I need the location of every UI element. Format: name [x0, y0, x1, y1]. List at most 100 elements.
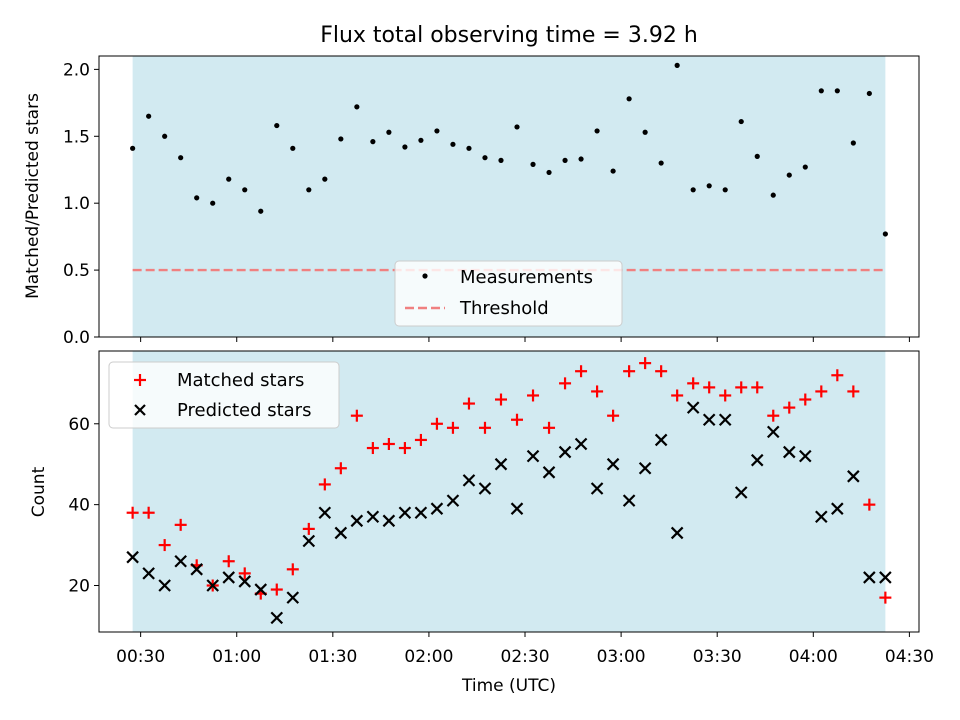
matched-star-point	[815, 385, 828, 398]
matched-star-point	[446, 421, 459, 434]
predicted-star-point	[526, 449, 540, 463]
matched-star-point	[270, 583, 283, 596]
matched-star-point	[639, 357, 652, 370]
predicted-star-point	[398, 506, 412, 520]
matched-star-point	[350, 409, 363, 422]
predicted-star-point	[478, 482, 492, 495]
measurement-point	[754, 153, 760, 159]
measurement-point	[642, 129, 648, 135]
predicted-star-point	[782, 445, 796, 459]
measurement-point	[434, 128, 440, 134]
measurement-point	[130, 145, 136, 151]
matched-star-point	[671, 389, 684, 402]
matched-star-point	[799, 393, 812, 406]
count-y-axis: 20 40 60	[68, 415, 99, 597]
legend-measurements-marker	[422, 273, 428, 279]
measurement-point	[402, 144, 408, 150]
count-panel: 20 40 60 00:30 01:00 01:30 02:00 02:30 03:00 03:…	[29, 350, 934, 696]
matched-star-point	[366, 442, 379, 455]
matched-star-point	[847, 385, 860, 398]
count-legend: Matched stars Predicted stars	[108, 361, 340, 429]
predicted-star-point	[750, 453, 764, 467]
measurement-point	[530, 161, 536, 167]
count-y-tick-label: 40	[68, 496, 90, 516]
predicted-star-point	[831, 502, 844, 515]
measurement-point	[338, 136, 344, 142]
matched-star-point	[430, 417, 443, 430]
legend-predicted-label: Predicted stars	[177, 400, 311, 421]
measurement-point	[354, 104, 360, 110]
matched-star-point	[719, 389, 732, 402]
predicted-star-point	[286, 591, 300, 604]
predicted-star-point	[863, 571, 876, 584]
predicted-star-point	[686, 401, 700, 414]
ratio-axes-frame	[98, 55, 920, 338]
measurement-point	[274, 122, 280, 129]
matched-star-point	[575, 365, 588, 378]
predicted-star-point	[302, 534, 316, 548]
time-x-tick-label: 03:00	[597, 647, 646, 667]
predicted-star-point	[446, 494, 460, 507]
ratio-panel: 0.00.51.01.52.0 Matched/Predicted stars …	[23, 55, 920, 348]
predicted-star-point	[334, 526, 348, 540]
predicted-star-point	[350, 514, 364, 528]
matched-star-point	[591, 385, 604, 398]
predicted-star-point	[670, 526, 684, 540]
matched-star-point	[735, 381, 748, 394]
matched-star-point	[398, 442, 411, 455]
time-x-tick-label: 04:30	[885, 647, 934, 667]
time-x-tick-label: 01:00	[212, 647, 261, 667]
matched-star-point	[687, 377, 700, 390]
measurement-point	[706, 183, 712, 189]
measurement-point	[146, 113, 152, 119]
predicted-star-point	[590, 482, 604, 495]
measurement-point	[226, 176, 232, 182]
matched-star-point	[703, 381, 716, 394]
measurement-point	[802, 164, 808, 170]
measurement-point	[258, 208, 264, 214]
count-y-axis-label: Count	[29, 466, 49, 517]
predicted-star-point	[430, 502, 444, 515]
measurement-point	[162, 133, 168, 139]
matched-star-point	[767, 409, 780, 422]
measurement-point	[386, 129, 392, 135]
ratio-y-axis: 0.0 0.5 1.0 1.5 2.0	[63, 60, 99, 348]
legend-threshold-label: Threshold	[459, 298, 549, 319]
predicted-star-point	[718, 413, 732, 427]
legend-measurements-label: Measurements	[460, 267, 593, 288]
time-x-tick-label: 00:30	[116, 647, 165, 667]
predicted-star-point	[382, 514, 396, 528]
predicted-star-point	[494, 457, 508, 471]
measurement-point	[786, 172, 792, 178]
measurement-point	[626, 96, 632, 102]
count-y-tick-label: 60	[68, 415, 90, 435]
predicted-star-point	[222, 571, 236, 584]
chart-title: Flux total observing time = 3.92 h	[320, 23, 698, 48]
predicted-star-point	[702, 413, 716, 427]
predicted-star-point	[510, 502, 524, 515]
measurement-point	[578, 156, 584, 162]
predicted-star-point	[766, 425, 780, 439]
matched-star-point	[751, 381, 764, 394]
matched-star-point	[607, 409, 620, 422]
measurement-point	[290, 145, 296, 151]
matched-star-point	[126, 506, 139, 519]
ratio-y-tick-label: 1.0	[63, 194, 90, 214]
matched-star-point	[382, 437, 395, 450]
measurement-point	[370, 139, 376, 145]
measurement-point	[514, 124, 520, 130]
predicted-star-point	[574, 437, 588, 451]
ratio-y-tick-label: 0.5	[63, 261, 90, 281]
predicted-star-point	[158, 579, 171, 592]
measurement-point	[482, 155, 488, 161]
time-x-axis: 00:30 01:00 01:30 02:00 02:30 03:00 03:30 04:00…	[116, 632, 934, 667]
time-x-tick-label: 02:30	[501, 647, 550, 667]
measurement-point	[834, 88, 840, 94]
predicted-star-point	[270, 611, 284, 625]
legend-matched-label: Matched stars	[177, 370, 304, 391]
ratio-legend: Measurements Threshold	[394, 260, 623, 327]
matched-star-point	[543, 421, 556, 434]
measurement-point	[610, 168, 616, 174]
matched-star-point	[879, 591, 892, 604]
